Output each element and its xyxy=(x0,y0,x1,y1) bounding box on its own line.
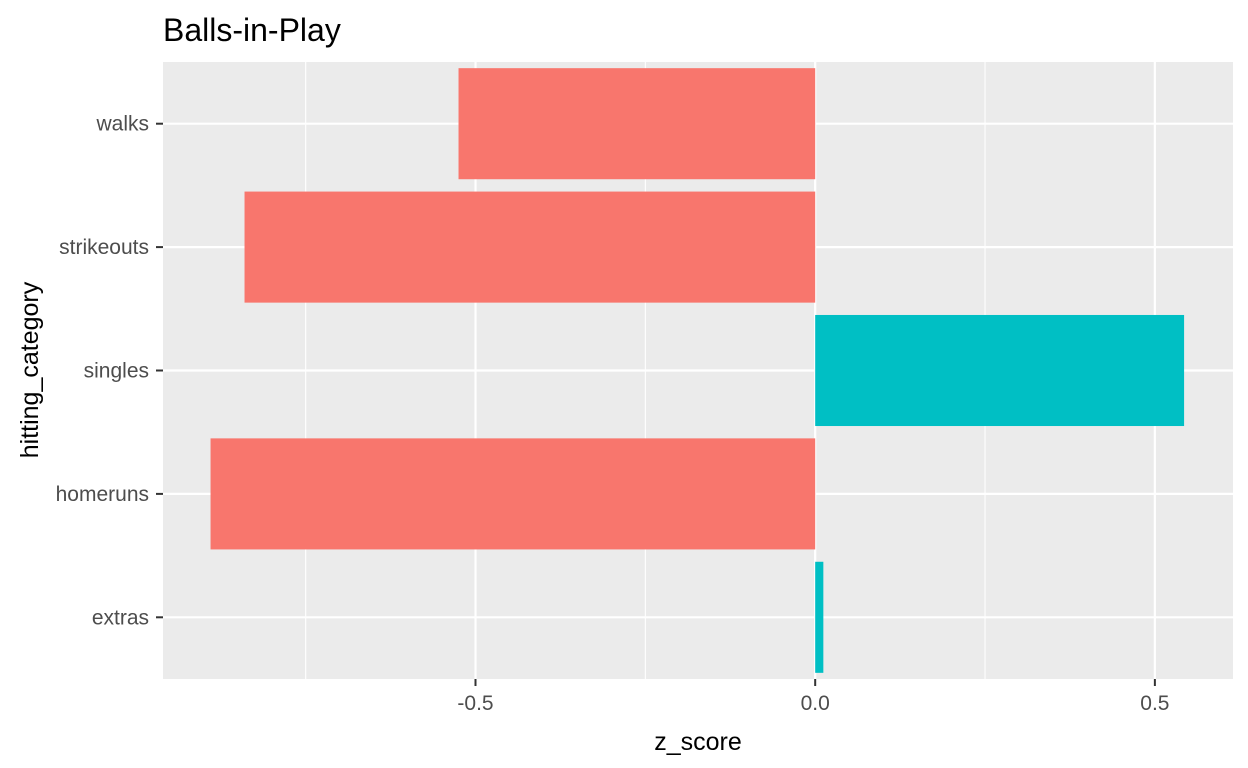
bar-extras xyxy=(815,561,824,673)
x-tick-label: 0.5 xyxy=(1140,692,1169,715)
x-axis-title: z_score xyxy=(654,728,742,756)
y-tick-label: singles xyxy=(84,360,149,383)
y-axis-title: hitting_category xyxy=(16,281,44,458)
y-tick-label: walks xyxy=(95,113,149,136)
bar-homeruns xyxy=(210,438,816,550)
y-tick-label: extras xyxy=(92,606,149,629)
bar-singles xyxy=(815,314,1185,427)
y-tick-label: strikeouts xyxy=(59,236,149,259)
axis-ticks: extras homeruns singles strikeouts walks -0.5… xyxy=(56,113,1170,715)
x-tick-label: 0.0 xyxy=(801,692,830,715)
bar-strikeouts xyxy=(244,191,816,303)
chart-title: Balls-in-Play xyxy=(163,12,341,48)
bars xyxy=(210,68,1185,673)
y-tick-label: homeruns xyxy=(56,483,149,506)
bar-walks xyxy=(458,68,816,180)
x-tick-label: -0.5 xyxy=(457,692,493,715)
